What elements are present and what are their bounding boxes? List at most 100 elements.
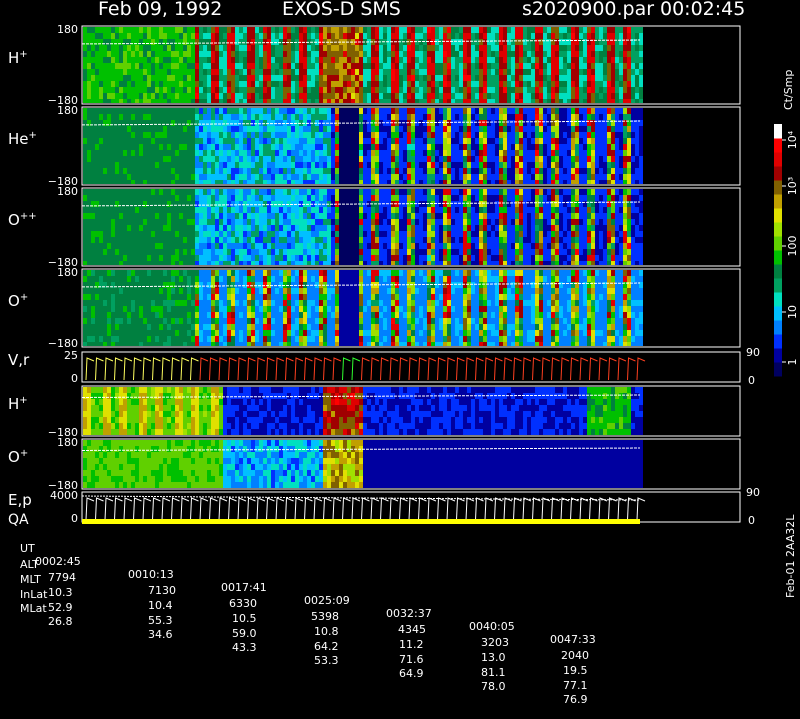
- spectro-cell: [123, 213, 127, 219]
- spectro-cell: [503, 33, 507, 39]
- spectro-cell: [551, 132, 555, 138]
- spectro-cell: [231, 81, 235, 87]
- spectro-cell: [263, 33, 267, 39]
- spectro-cell: [119, 93, 123, 99]
- spectro-cell: [447, 120, 451, 126]
- spectro-cell: [183, 87, 187, 93]
- spectro-cell: [99, 243, 103, 249]
- spectro-cell: [575, 27, 579, 33]
- spectro-cell: [443, 255, 447, 261]
- spectro-cell: [295, 255, 299, 261]
- spectro-cell: [271, 225, 275, 231]
- spectro-cell: [227, 108, 231, 114]
- spectro-cell: [391, 201, 395, 207]
- spectro-cell: [151, 207, 155, 213]
- spectro-cell: [455, 57, 459, 63]
- spectro-cell: [247, 132, 251, 138]
- spectro-cell: [235, 174, 239, 180]
- spectro-cell: [459, 174, 463, 180]
- spectro-cell: [255, 168, 259, 174]
- spectro-cell: [283, 33, 287, 39]
- spectro-cell: [295, 69, 299, 75]
- spectro-cell: [87, 87, 91, 93]
- spectro-cell: [107, 174, 111, 180]
- spectro-cell: [575, 75, 579, 81]
- spectro-cell: [279, 219, 283, 225]
- spectro-cell: [439, 51, 443, 57]
- spectro-cell: [439, 255, 443, 261]
- spectro-cell: [367, 156, 371, 162]
- spectro-cell: [191, 99, 195, 103]
- spectro-cell: [171, 87, 175, 93]
- spectro-cell: [203, 69, 207, 75]
- spectro-cell: [351, 75, 355, 81]
- spectro-cell: [243, 201, 247, 207]
- spectro-cell: [227, 243, 231, 249]
- spectro-cell: [147, 189, 151, 195]
- spectro-cell: [427, 126, 431, 132]
- spectro-cell: [419, 114, 423, 120]
- spectro-cell: [99, 87, 103, 93]
- spectro-cell: [491, 126, 495, 132]
- spectro-cell: [435, 168, 439, 174]
- spectro-cell: [199, 81, 203, 87]
- spectro-cell: [239, 237, 243, 243]
- spectro-cell: [155, 195, 159, 201]
- spectro-cell: [583, 63, 587, 69]
- spectro-cell: [431, 138, 435, 144]
- spectro-cell: [351, 57, 355, 63]
- spectro-cell: [275, 132, 279, 138]
- spectro-cell: [191, 69, 195, 75]
- spectro-cell: [335, 213, 339, 219]
- spectro-cell: [455, 45, 459, 51]
- spectro-cell: [311, 108, 315, 114]
- spectro-cell: [563, 33, 567, 39]
- spectro-cell: [535, 126, 539, 132]
- spectro-cell: [91, 39, 95, 45]
- spectro-cell: [191, 81, 195, 87]
- spectro-cell: [343, 207, 347, 213]
- spectro-cell: [211, 174, 215, 180]
- spectro-cell: [463, 138, 467, 144]
- spectro-cell: [195, 81, 199, 87]
- spectro-cell: [279, 75, 283, 81]
- spectro-cell: [219, 132, 223, 138]
- spectro-cell: [547, 132, 551, 138]
- spectro-cell: [335, 57, 339, 63]
- spectro-cell: [339, 231, 343, 237]
- spectro-cell: [555, 174, 559, 180]
- spectro-cell: [255, 33, 259, 39]
- spectro-cell: [395, 201, 399, 207]
- spectro-cell: [327, 69, 331, 75]
- spectro-cell: [383, 225, 387, 231]
- spectro-cell: [279, 57, 283, 63]
- spectro-cell: [147, 150, 151, 156]
- spectro-cell: [207, 219, 211, 225]
- spectro-cell: [583, 162, 587, 168]
- spectro-cell: [451, 144, 455, 150]
- spectro-cell: [111, 255, 115, 261]
- spectro-cell: [511, 27, 515, 33]
- spectro-cell: [299, 69, 303, 75]
- spectro-cell: [347, 63, 351, 69]
- spectro-cell: [115, 99, 119, 103]
- spectro-cell: [291, 75, 295, 81]
- spectro-cell: [391, 87, 395, 93]
- spectro-cell: [99, 33, 103, 39]
- spectro-cell: [599, 156, 603, 162]
- spectro-cell: [271, 255, 275, 261]
- spectro-cell: [415, 249, 419, 255]
- spectro-cell: [315, 126, 319, 132]
- spectro-cell: [611, 69, 615, 75]
- spectro-cell: [351, 261, 355, 265]
- spectro-cell: [111, 45, 115, 51]
- spectro-cell: [167, 207, 171, 213]
- spectro-cell: [527, 81, 531, 87]
- spectro-cell: [431, 255, 435, 261]
- spectro-cell: [131, 201, 135, 207]
- spectro-cell: [611, 168, 615, 174]
- spectro-cell: [615, 81, 619, 87]
- spectro-cell: [459, 243, 463, 249]
- spectro-cell: [103, 126, 107, 132]
- spectro-cell: [119, 138, 123, 144]
